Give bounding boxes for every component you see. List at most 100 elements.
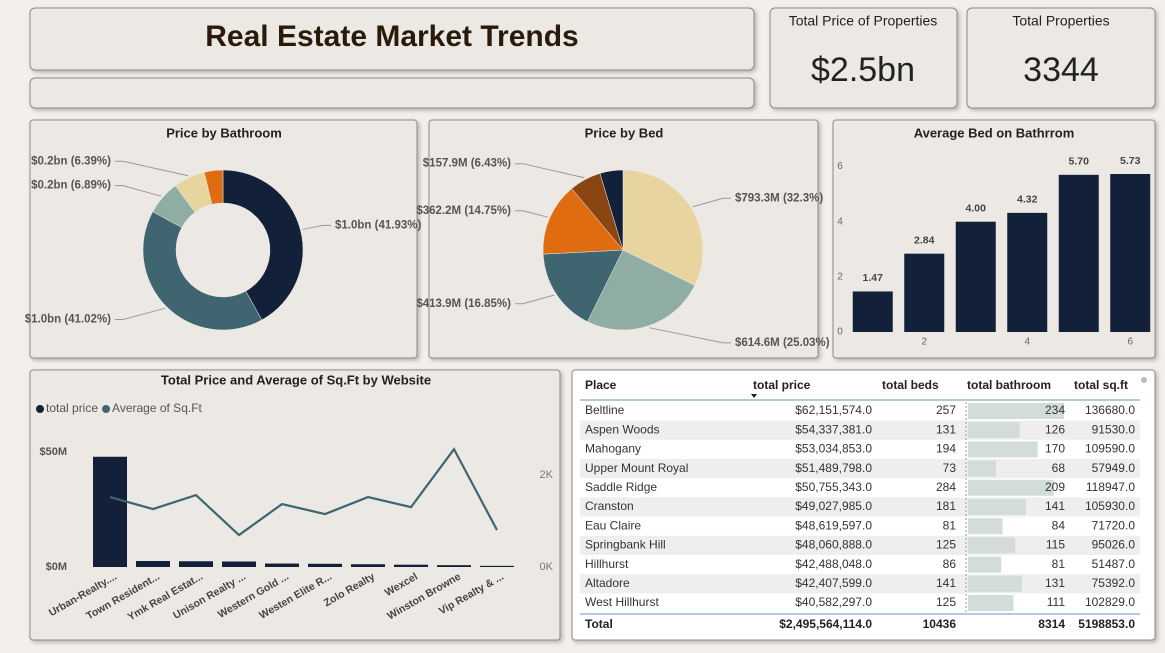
leader-line [302,224,331,230]
y-tick-label: 0 [837,327,843,338]
table-cell: 86 [943,557,957,571]
legend-label: Average of Sq.Ft [112,401,202,415]
table-cell: 81 [1052,557,1066,571]
leader-line [692,197,731,208]
table-cell: 284 [936,480,956,494]
data-label: $1.0bn (41.02%) [25,314,111,326]
table-cell: Hillhurst [585,557,629,571]
data-label: 5.70 [1069,156,1090,168]
slice [142,211,263,331]
table-cell: 73 [943,461,957,475]
data-bar [968,403,1064,419]
total-cell: 5198853.0 [1078,617,1135,631]
sort-icon[interactable] [751,394,757,398]
x-tick-label: 6 [1127,337,1133,348]
table-cell: Aspen Woods [585,422,660,436]
table-cell: Mahogany [585,442,641,456]
table-cell: $53,034,853.0 [795,442,872,456]
card-label: Total Price of Properties [789,13,938,29]
data-bar [968,575,1022,592]
legend-label: total price [46,401,98,415]
table-cell: $54,337,381.0 [795,422,872,436]
chart-title: Total Price and Average of Sq.Ft by Webs… [161,372,431,387]
table-cell: $40,582,297.0 [795,595,872,609]
page-title: Real Estate Market Trends [205,20,579,53]
y2-tick-label: 0K [540,561,554,573]
table-cell: 136680.0 [1085,403,1135,417]
filter-panel[interactable] [29,77,755,109]
bar [93,456,127,567]
bar [437,565,471,567]
slice [622,169,704,286]
title-panel [29,7,755,71]
table-cell: $48,060,888.0 [795,538,872,552]
chart-panel [29,369,561,641]
table-cell: 84 [1052,518,1066,532]
table-cell: $51,489,798.0 [795,461,872,475]
data-bar [968,518,1003,535]
data-label: $362.2M (14.75%) [416,205,511,217]
data-bar [968,595,1014,611]
table-cell: 81 [943,518,957,532]
slice [222,169,304,321]
line [109,447,498,537]
bar [351,564,385,567]
leader-line [515,163,585,179]
bar [394,564,428,567]
table-cell: 115 [1046,538,1065,552]
leader-line [515,294,555,305]
table-cell: 125 [936,538,956,552]
column-header: total bathroom [967,378,1051,392]
chart-title: Price by Bathroom [166,125,282,140]
table-cell: Upper Mount Royal [585,461,688,475]
leader-line [115,185,162,197]
x-tick-label: 2 [921,337,927,348]
card-panel [769,7,958,109]
leader-line [115,160,189,177]
table-cell: 141 [1045,499,1065,513]
chart-panel [29,119,418,359]
data-label: $614.6M (25.03%) [735,337,830,349]
data-bar [968,499,1026,515]
table-cell: 91530.0 [1092,422,1136,436]
row-band [580,459,1140,479]
table-cell: $42,407,599.0 [795,576,872,590]
bar [1110,173,1151,332]
table-cell: West Hillhurst [585,595,659,609]
y-tick-label: $50M [39,446,67,458]
table-cell: $48,619,597.0 [795,518,872,532]
table-cell: $49,027,985.0 [795,499,872,513]
bar [222,561,256,567]
total-cell: 10436 [923,617,957,631]
card-label: Total Properties [1012,13,1109,29]
table-cell: 257 [936,403,956,417]
bar [265,563,299,567]
slice [203,169,224,205]
table-cell: 71720.0 [1092,518,1136,532]
table-cell: Saddle Ridge [585,480,657,494]
table-cell: 111 [1047,595,1066,609]
table-cell: 141 [936,576,956,590]
bar [955,221,996,332]
column-header: total sq.ft [1074,378,1128,392]
data-label: 4.32 [1017,194,1038,206]
data-bar [968,441,1038,458]
table-cell: Beltline [585,403,625,417]
slice [587,249,696,331]
table-cell: 95026.0 [1092,538,1136,552]
data-label: $0.2bn (6.89%) [31,180,111,192]
table-cell: 75392.0 [1092,576,1136,590]
data-label: $0.2bn (6.39%) [31,155,111,167]
slice [599,169,624,251]
data-label: $1.0bn (41.93%) [335,219,421,231]
bar [179,561,213,567]
column-header: total price [753,378,811,392]
table-cell: 125 [936,595,956,609]
table-cell: 57949.0 [1092,461,1136,475]
leader-line [515,210,548,218]
table-cell: Altadore [585,576,630,590]
legend-marker [36,405,44,413]
table-cell: Springbank Hill [585,538,666,552]
